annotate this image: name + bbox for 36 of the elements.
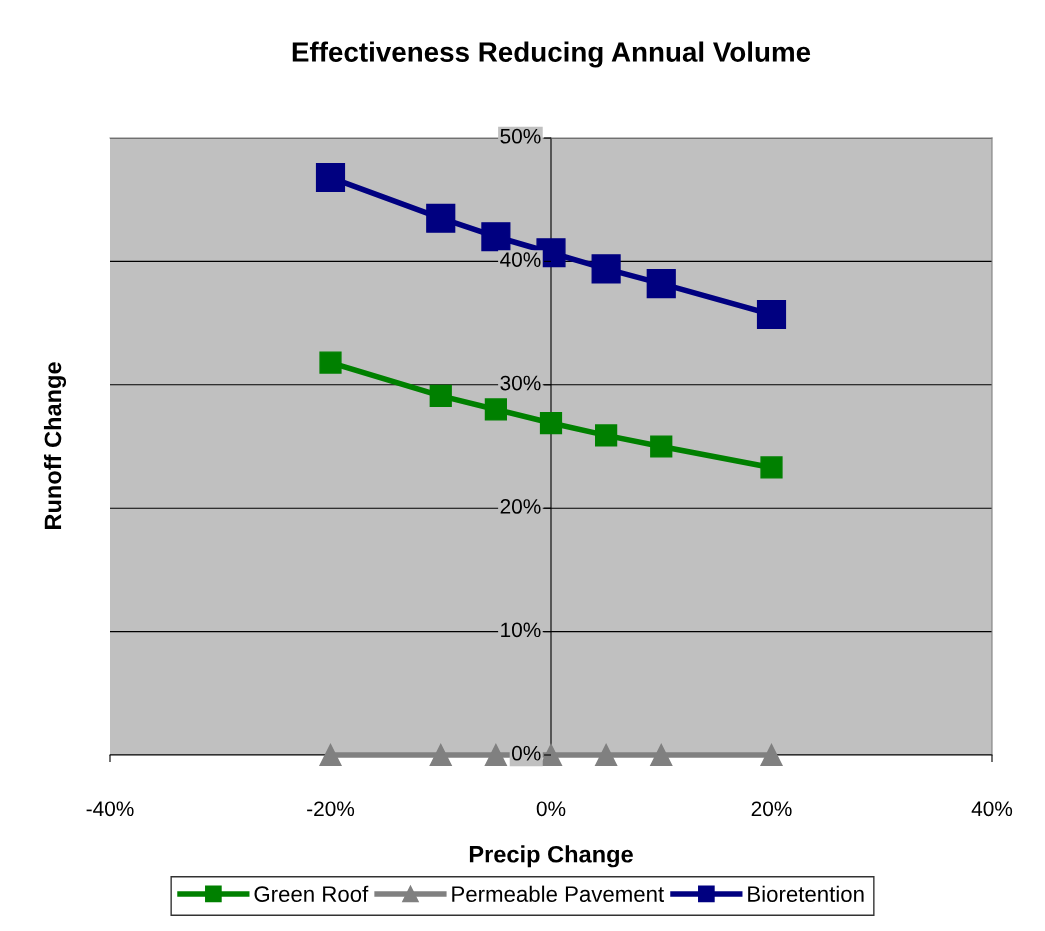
x-tick-label: -40%	[86, 801, 134, 817]
legend-label: Green Roof	[254, 885, 369, 902]
point	[484, 398, 507, 421]
point	[760, 743, 783, 767]
chart-title: Effectiveness Reducing Annual Volume	[292, 41, 811, 68]
x-tick-label: 20%	[751, 801, 792, 817]
point	[760, 456, 783, 479]
point	[650, 743, 673, 767]
x-tick-label: -20%	[307, 801, 355, 817]
point	[646, 269, 676, 299]
point	[481, 222, 511, 252]
point	[539, 411, 563, 435]
x-tick-label: 0%	[536, 801, 566, 817]
x-tick-label: 40%	[971, 801, 1013, 817]
y-tick-label: 10%	[501, 622, 541, 638]
y-tick-label: 40%	[500, 252, 541, 267]
legend-label: Permeable Pavement	[452, 885, 664, 902]
y-tick-label: 0%	[511, 745, 541, 761]
point	[319, 743, 342, 767]
point	[484, 743, 507, 767]
y-tick-label: 20%	[500, 499, 541, 514]
y-tick-label: 30%	[500, 375, 541, 391]
point	[595, 743, 618, 767]
point	[426, 203, 456, 233]
x-axis-title: Precip Change	[469, 845, 633, 868]
point	[595, 424, 618, 447]
point	[429, 384, 452, 408]
point	[315, 162, 346, 193]
y-axis-title: Runoff Change	[43, 362, 67, 530]
y-tick-label: 50%	[500, 128, 541, 144]
legend-label: Bioretention	[748, 885, 864, 902]
point	[319, 351, 342, 374]
point	[429, 743, 452, 767]
point	[756, 299, 787, 330]
point	[591, 254, 621, 284]
point	[650, 435, 673, 458]
